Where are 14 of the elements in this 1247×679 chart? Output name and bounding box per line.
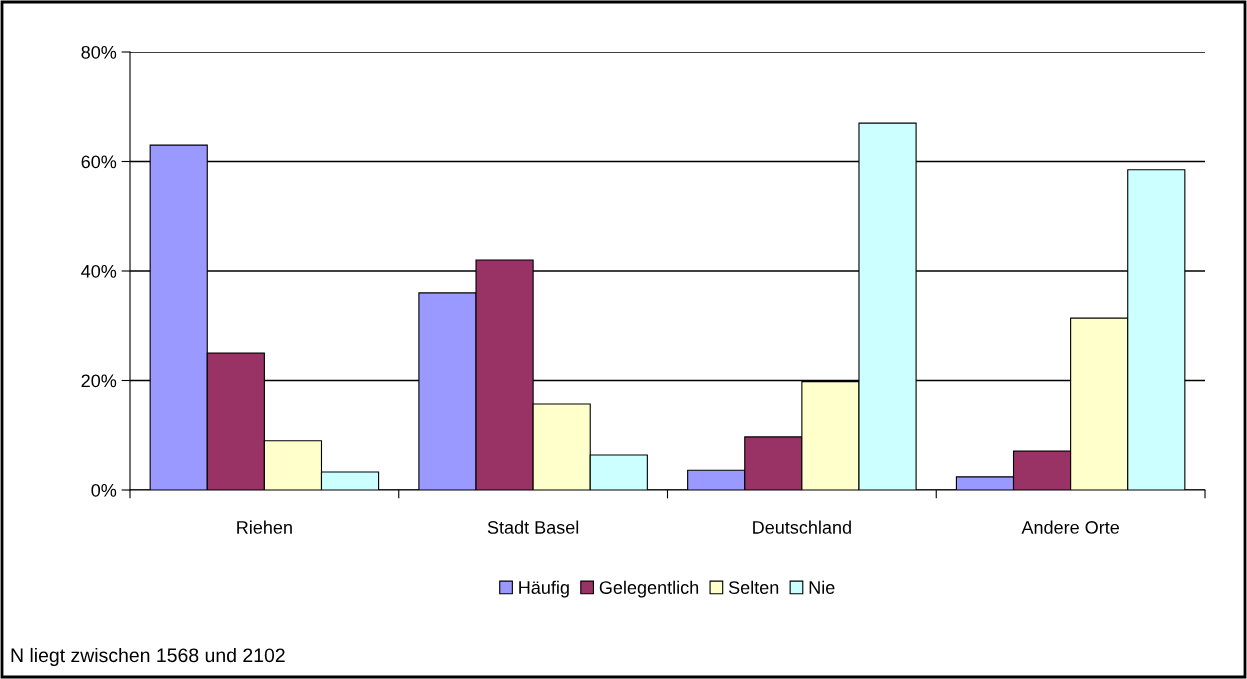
y-tick-label: 20%	[81, 374, 117, 388]
legend-label: Gelegentlich	[599, 580, 699, 598]
legend-label: Selten	[728, 580, 779, 594]
y-tick-label: 80%	[81, 45, 117, 59]
legend-label: Häufig	[519, 580, 569, 598]
x-tick-label: Riehen	[237, 520, 292, 534]
x-tick-label: Stadt Basel	[487, 520, 579, 534]
y-tick-label: 60%	[81, 155, 117, 169]
y-tick-label: 0%	[91, 483, 117, 497]
x-tick-label: Deutschland	[753, 520, 851, 534]
legend-label: Nie	[809, 580, 835, 594]
text: N liegt zwischen 1568 und 2102	[11, 647, 285, 667]
x-tick-label: Andere Orte	[1021, 520, 1119, 534]
y-tick-label: 40%	[81, 264, 117, 278]
